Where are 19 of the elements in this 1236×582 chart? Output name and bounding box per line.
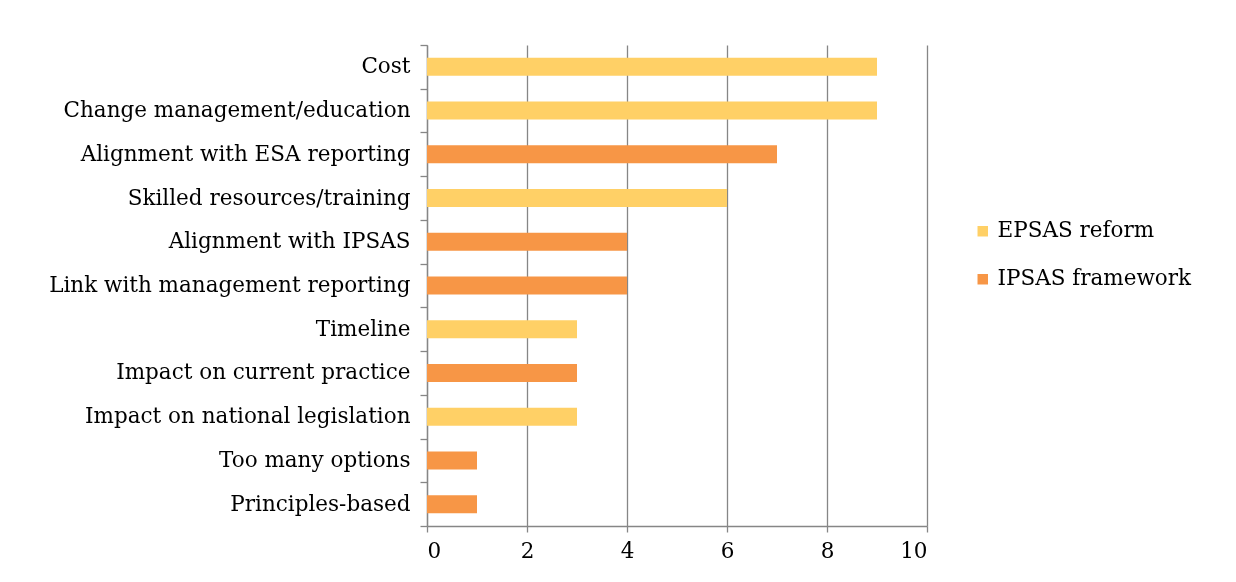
x-tick-label: 8 [820, 537, 835, 563]
x-tick-label: 4 [620, 537, 635, 563]
y-tick-label: Cost [361, 53, 411, 79]
x-tick-label: 10 [900, 537, 928, 563]
y-tick-label: Impact on national legislation [85, 403, 411, 429]
legend-label: IPSAS framework [997, 265, 1193, 291]
legend-label: EPSAS reform [997, 217, 1155, 243]
x-tick-label: 0 [427, 537, 442, 563]
y-tick-label: Skilled resources/training [127, 184, 411, 210]
y-tick-label: Alignment with ESA reporting [79, 140, 411, 166]
y-tick-label: Alignment with IPSAS [167, 228, 411, 254]
y-tick-label: Link with management reporting [49, 272, 411, 297]
y-tick-label: Impact on current practice [116, 359, 411, 385]
y-tick-label: Change management/education [63, 97, 411, 123]
y-tick-label: Too many options [219, 446, 411, 472]
x-tick-label: 2 [520, 537, 535, 563]
x-tick-label: 6 [720, 537, 735, 563]
y-tick-label: Principles-based [230, 490, 411, 516]
y-tick-label: Timeline [315, 315, 411, 341]
